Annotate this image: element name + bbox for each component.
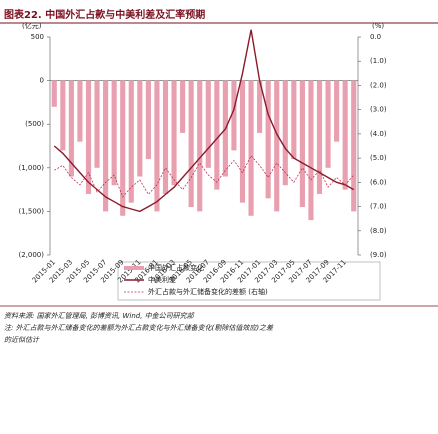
y2-tick-label: (7.0) bbox=[370, 203, 387, 211]
y-tick-label: (2,000) bbox=[18, 251, 44, 259]
bar bbox=[299, 80, 305, 208]
bar bbox=[103, 80, 109, 212]
chart-title: 图表22. 中国外汇占款与中美利差及汇率预期 bbox=[4, 8, 205, 21]
bar bbox=[77, 80, 83, 142]
bar bbox=[154, 80, 160, 212]
bar bbox=[274, 80, 280, 212]
bar bbox=[248, 80, 254, 216]
bar bbox=[188, 80, 194, 208]
y2-axis-label: (%) bbox=[372, 22, 384, 30]
y2-tick-label: 0.0 bbox=[370, 33, 381, 41]
y-tick-label: 0 bbox=[40, 77, 44, 85]
y-tick-label: (1,500) bbox=[18, 207, 44, 215]
bar bbox=[325, 80, 331, 168]
y2-tick-label: (9.0) bbox=[370, 251, 387, 259]
bar bbox=[162, 80, 169, 194]
bar bbox=[282, 80, 288, 186]
bar bbox=[257, 80, 263, 133]
bar bbox=[137, 80, 143, 177]
bar bbox=[180, 80, 186, 133]
bar bbox=[171, 80, 177, 186]
y2-tick-label: (1.0) bbox=[370, 57, 387, 65]
bar bbox=[120, 80, 126, 216]
y2-tick-label: (8.0) bbox=[370, 227, 387, 235]
legend-box bbox=[117, 261, 381, 301]
bar bbox=[308, 80, 314, 221]
bar bbox=[197, 80, 203, 212]
bar bbox=[334, 80, 340, 142]
bar bbox=[239, 80, 246, 203]
bar bbox=[214, 80, 220, 190]
bar bbox=[205, 80, 211, 168]
bar bbox=[231, 80, 237, 151]
line bbox=[53, 29, 355, 213]
y-tick-label: (1,000) bbox=[18, 164, 44, 172]
legend-label: 外汇占款与外汇储备变化的差额 (右轴) bbox=[148, 287, 268, 296]
bar bbox=[265, 80, 271, 199]
y2-tick-label: (5.0) bbox=[370, 154, 387, 162]
y-axis-label: (亿元) bbox=[22, 21, 42, 30]
y-tick-label: 500 bbox=[31, 33, 44, 41]
bar bbox=[51, 80, 57, 107]
y2-tick-label: (6.0) bbox=[370, 178, 387, 186]
bar bbox=[68, 80, 74, 177]
bar bbox=[316, 80, 323, 194]
y-tick-label: (500) bbox=[25, 120, 44, 128]
line bbox=[54, 154, 355, 198]
y2-tick-label: (2.0) bbox=[370, 81, 387, 89]
y2-tick-label: (3.0) bbox=[370, 106, 387, 114]
legend-label: 中美利差 bbox=[148, 275, 176, 284]
bar bbox=[145, 80, 151, 160]
bar bbox=[60, 80, 66, 151]
legend-label: 中国外汇占款变化 bbox=[148, 263, 204, 272]
source: 资料来源: 国家外汇管理局, 彭博资讯, Wind, 中金公司研究部 bbox=[4, 312, 195, 320]
bar bbox=[342, 80, 348, 190]
bar bbox=[351, 80, 357, 212]
bar bbox=[128, 80, 134, 203]
legend-swatch bbox=[124, 266, 144, 270]
bar bbox=[94, 80, 100, 168]
note: 的近似估计 bbox=[4, 336, 40, 344]
note: 注: 外汇占款与外汇储备变化的差额为外汇占款变化与外汇储备变化(剔除估值效应)之… bbox=[4, 324, 274, 332]
y2-tick-label: (4.0) bbox=[370, 130, 387, 138]
bar bbox=[111, 80, 117, 186]
bar bbox=[291, 80, 297, 160]
bar bbox=[85, 80, 92, 194]
